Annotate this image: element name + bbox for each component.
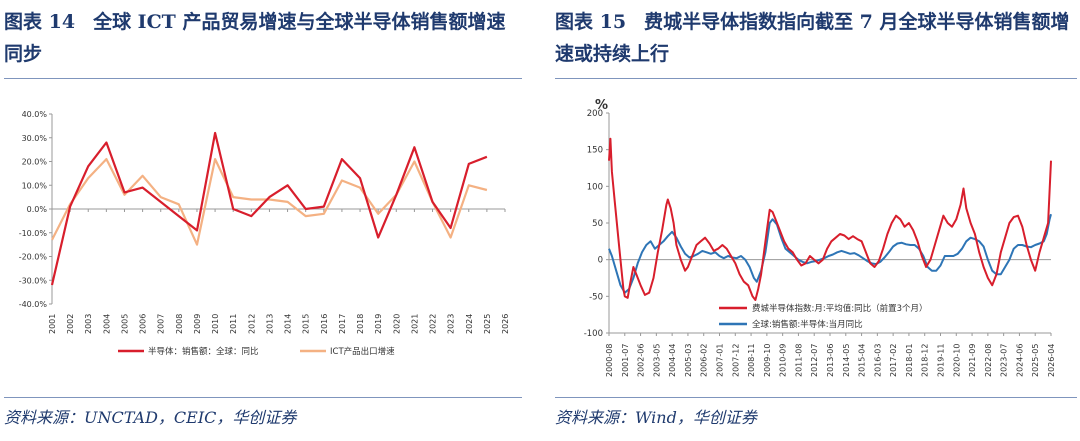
left-title-rule	[4, 78, 522, 79]
right-x-tick-label: 2010-09	[779, 344, 788, 377]
left-y-tick-label: 20.0%	[22, 158, 48, 167]
left-y-tick-label: -20.0%	[19, 253, 48, 262]
right-x-tick-label: 2013-06	[826, 344, 835, 377]
right-x-tick-label: 2025-05	[1031, 344, 1040, 377]
left-x-tick-label: 2012	[247, 314, 256, 334]
right-x-tick-label: 2024-06	[1015, 344, 1024, 377]
right-x-tick-label: 2006-02	[700, 344, 709, 377]
right-x-tick-label: 2017-02	[889, 344, 898, 377]
left-x-tick-label: 2018	[356, 314, 365, 334]
left-legend-label: ICT产品出口增速	[330, 346, 395, 357]
right-x-tick-label: 2002-06	[637, 344, 646, 377]
right-series-line-sales	[608, 213, 1052, 294]
right-y-tick-label: -50	[589, 292, 603, 302]
right-figure-panel: 图表 15 费城半导体指数指向截至 7 月全球半导体销售额增速或持续上行 % -10…	[551, 0, 1080, 441]
right-y-tick-label: 50	[592, 219, 603, 229]
left-figure-panel: 图表 14 全球 ICT 产品贸易增速与全球半导体销售额增速同步 -40.0% -3…	[0, 0, 525, 441]
left-x-tick-label: 2013	[265, 314, 274, 334]
left-x-tick-label: 2010	[211, 314, 220, 334]
right-x-tick-label: 2000-08	[605, 344, 614, 377]
left-x-tick-label: 2009	[193, 314, 202, 334]
left-figure-title: 图表 14 全球 ICT 产品贸易增速与全球半导体销售额增速同步	[4, 6, 519, 70]
left-x-tick-label: 2021	[410, 314, 419, 334]
right-x-tick-label: 2009-10	[763, 344, 772, 377]
right-x-tick-label: 2018-12	[921, 344, 930, 377]
left-x-tick-label: 2014	[284, 314, 293, 334]
left-y-tick-label: -40.0%	[19, 300, 48, 309]
left-x-tick-label: 2006	[139, 314, 148, 334]
left-legend-label: 半导体：销售额：全球：同比	[148, 346, 259, 357]
left-x-tick-label: 2005	[120, 314, 129, 334]
right-figure-title-text: 费城半导体指数指向截至 7 月全球半导体销售额增速或持续上行	[555, 11, 1070, 65]
right-x-tick-label: 2015-04	[858, 344, 867, 377]
right-title-rule	[555, 78, 1077, 79]
left-y-tick-label: 10.0%	[22, 181, 48, 190]
left-x-tick-label: 2023	[447, 314, 456, 334]
right-x-tick-label: 2005-03	[684, 344, 693, 377]
left-x-tick-label: 2011	[229, 314, 238, 334]
left-x-tick-label: 2015	[302, 314, 311, 334]
left-x-tick-label: 2024	[465, 314, 474, 334]
right-x-tick-label: 2001-07	[621, 344, 630, 377]
right-x-tick-label: 2007-12	[731, 344, 740, 377]
right-x-tick-label: 2021-09	[968, 344, 977, 377]
right-x-tick-label: 2016-03	[873, 344, 882, 377]
right-y-tick-label: 100	[587, 182, 603, 192]
right-x-tick-label: 2019-11	[937, 344, 946, 377]
right-source-note: 资料来源：Wind，华创证券	[555, 408, 757, 427]
left-x-tick-label: 2008	[175, 314, 184, 334]
left-y-tick-label: 0.0%	[27, 205, 48, 214]
right-x-tick-label: 2014-05	[842, 344, 851, 377]
left-x-tick-label: 2007	[157, 314, 166, 334]
right-x-tick-label: 2011-08	[794, 344, 803, 377]
right-x-tick-label: 2022-08	[984, 344, 993, 377]
right-figure-number: 图表 15	[555, 11, 627, 33]
left-x-tick-label: 2019	[374, 314, 383, 334]
left-y-tick-label: -10.0%	[19, 229, 48, 238]
right-y-tick-label: -100	[584, 329, 603, 339]
left-x-tick-label: 2002	[66, 314, 75, 334]
right-x-tick-label: 2026-04	[1047, 344, 1056, 377]
right-y-tick-label: 0	[598, 256, 603, 266]
left-x-tick-label: 2017	[338, 314, 347, 334]
left-x-tick-label: 2020	[392, 314, 401, 334]
left-figure-title-text: 全球 ICT 产品贸易增速与全球半导体销售额增速同步	[4, 11, 506, 65]
right-x-tick-label: 2003-05	[652, 344, 661, 377]
right-source-rule	[555, 397, 1077, 398]
right-x-tick-label: 2012-07	[810, 344, 819, 377]
left-x-tick-label: 2016	[320, 314, 329, 334]
right-y-tick-label: 150	[587, 146, 603, 156]
right-x-tick-label: 2008-11	[747, 344, 756, 377]
left-x-tick-label: 2025	[483, 314, 492, 334]
right-figure-title: 图表 15 费城半导体指数指向截至 7 月全球半导体销售额增速或持续上行	[555, 6, 1070, 70]
right-legend-label: 全球:销售额:半导体:当月同比	[752, 319, 863, 330]
right-x-tick-label: 2004-04	[668, 344, 677, 377]
left-figure-number: 图表 14	[4, 11, 76, 33]
left-x-tick-label: 2022	[429, 314, 438, 334]
right-x-tick-label: 2007-01	[716, 344, 725, 377]
right-y-tick-label: 200	[587, 109, 603, 119]
left-x-tick-label: 2026	[501, 314, 510, 334]
left-y-tick-label: 30.0%	[22, 134, 48, 143]
right-x-tick-label: 2018-01	[905, 344, 914, 377]
left-chart: -40.0% -30.0% -20.0% -10.0% 0.0% 10.0% 20.0% 30…	[19, 110, 510, 357]
left-source-note: 资料来源：UNCTAD，CEIC，华创证券	[4, 408, 297, 427]
right-series-line-sox	[608, 137, 1052, 301]
left-y-tick-label: -30.0%	[19, 276, 48, 285]
left-x-tick-label: 2003	[84, 314, 93, 334]
left-y-tick-label: 40.0%	[22, 110, 48, 119]
left-source-rule	[4, 397, 522, 398]
right-chart: % -100 -50 0 50 100 150 200 2000-08 2001-07 2002-0…	[584, 98, 1056, 377]
left-x-tick-label: 2001	[48, 314, 57, 334]
left-series-line-ict	[51, 158, 488, 246]
right-x-tick-label: 2023-07	[1000, 344, 1009, 377]
left-x-tick-label: 2004	[102, 314, 111, 334]
right-legend-label: 费城半导体指数:月:平均值:同比（前置3个月）	[752, 303, 928, 314]
left-series-line-semiconductor	[50, 131, 488, 286]
right-x-tick-label: 2020-10	[952, 344, 961, 377]
right-y-axis-label: %	[595, 98, 608, 113]
